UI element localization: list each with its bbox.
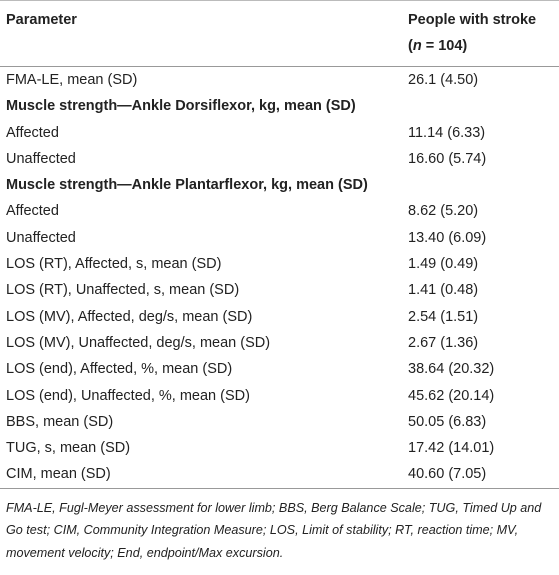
- table-row: LOS (MV), Unaffected, deg/s, mean (SD) 2.…: [0, 330, 559, 356]
- value-cell: 2.54 (1.51): [408, 308, 479, 325]
- table-row: Unaffected 13.40 (6.09): [0, 225, 559, 251]
- label-cell: FMA-LE, mean (SD): [6, 72, 138, 88]
- table-header: Parameter People with stroke (n = 104): [0, 0, 559, 67]
- value-cell: 11.14 (6.33): [408, 124, 486, 141]
- value-cell: 45.62 (20.14): [408, 387, 495, 404]
- table-row: LOS (end), Unaffected, %, mean (SD) 45.62…: [0, 383, 559, 409]
- table-row: Affected 11.14 (6.33): [0, 120, 559, 146]
- label-cell: TUG, s, mean (SD): [6, 440, 131, 457]
- value-cell: 26.1 (4.50): [408, 72, 479, 88]
- value-cell: 1.41 (0.48): [408, 282, 479, 299]
- label-cell: BBS, mean (SD): [6, 413, 114, 430]
- value-cell: 8.62 (5.20): [408, 203, 479, 220]
- label-cell: Affected: [6, 203, 59, 220]
- table-row: LOS (MV), Affected, deg/s, mean (SD) 2.54…: [0, 304, 559, 330]
- label-cell: LOS (RT), Unaffected, s, mean (SD): [6, 282, 240, 299]
- value-cell: 50.05 (6.83): [408, 413, 487, 430]
- table-body: FMA-LE, mean (SD) 26.1 (4.50) Muscle stren…: [0, 67, 559, 489]
- table-row: LOS (RT), Affected, s, mean (SD) 1.49 (0.…: [0, 251, 559, 277]
- label-cell: Unaffected: [6, 229, 76, 246]
- table-row: LOS (RT), Unaffected, s, mean (SD) 1.41 (…: [0, 277, 559, 303]
- header-row: Parameter People with stroke (n = 104): [0, 0, 559, 67]
- header-text: = 104): [421, 38, 468, 54]
- header-cell: People with stroke (n = 104): [402, 1, 559, 67]
- table-row: LOS (end), Affected, %, mean (SD) 38.64 (…: [0, 356, 559, 382]
- label-cell: LOS (RT), Affected, s, mean (SD): [6, 256, 222, 273]
- value-cell: 13.40 (6.09): [408, 229, 487, 246]
- value-cell: 40.60 (7.05): [408, 466, 487, 483]
- label-cell: Unaffected: [6, 150, 76, 167]
- table-row: Unaffected 16.60 (5.74): [0, 146, 559, 172]
- value-cell: 1.49 (0.49): [408, 256, 479, 273]
- footnote: FMA-LE, Fugl-Meyer assessment for lower …: [6, 500, 542, 560]
- value-cell: 16.60 (5.74): [408, 150, 487, 167]
- section-cell: Muscle strength—Ankle Plantarflexor, kg,…: [6, 177, 368, 194]
- label-cell: Affected: [6, 124, 59, 141]
- value-cell: 38.64 (20.32): [408, 361, 495, 378]
- label-cell: LOS (end), Affected, %, mean (SD): [6, 361, 233, 378]
- section-cell: Muscle strength—Ankle Dorsiflexor, kg, m…: [6, 98, 356, 115]
- label-cell: LOS (MV), Affected, deg/s, mean (SD): [6, 308, 253, 325]
- header-text: People with stroke: [408, 12, 537, 28]
- label-cell: CIM, mean (SD): [6, 466, 111, 483]
- table-row: Muscle strength—Ankle Plantarflexor, kg,…: [0, 172, 559, 198]
- header-cell: Parameter: [6, 12, 77, 28]
- header-text: n: [412, 38, 422, 54]
- table-row: TUG, s, mean (SD) 17.42 (14.01): [0, 435, 559, 461]
- table-row: BBS, mean (SD) 50.05 (6.83): [0, 409, 559, 435]
- table-row: CIM, mean (SD) 40.60 (7.05): [0, 461, 559, 489]
- table-row: Muscle strength—Ankle Dorsiflexor, kg, m…: [0, 93, 559, 119]
- table-row: Affected 8.62 (5.20): [0, 198, 559, 224]
- value-cell: 17.42 (14.01): [408, 440, 495, 457]
- table-row: FMA-LE, mean (SD) 26.1 (4.50): [0, 67, 559, 94]
- value-cell: 2.67 (1.36): [408, 334, 479, 351]
- header-text: (: [408, 38, 413, 54]
- data-table: Parameter People with stroke (n = 104) F…: [0, 0, 559, 489]
- label-cell: LOS (MV), Unaffected, deg/s, mean (SD): [6, 334, 271, 351]
- label-cell: LOS (end), Unaffected, %, mean (SD): [6, 387, 250, 404]
